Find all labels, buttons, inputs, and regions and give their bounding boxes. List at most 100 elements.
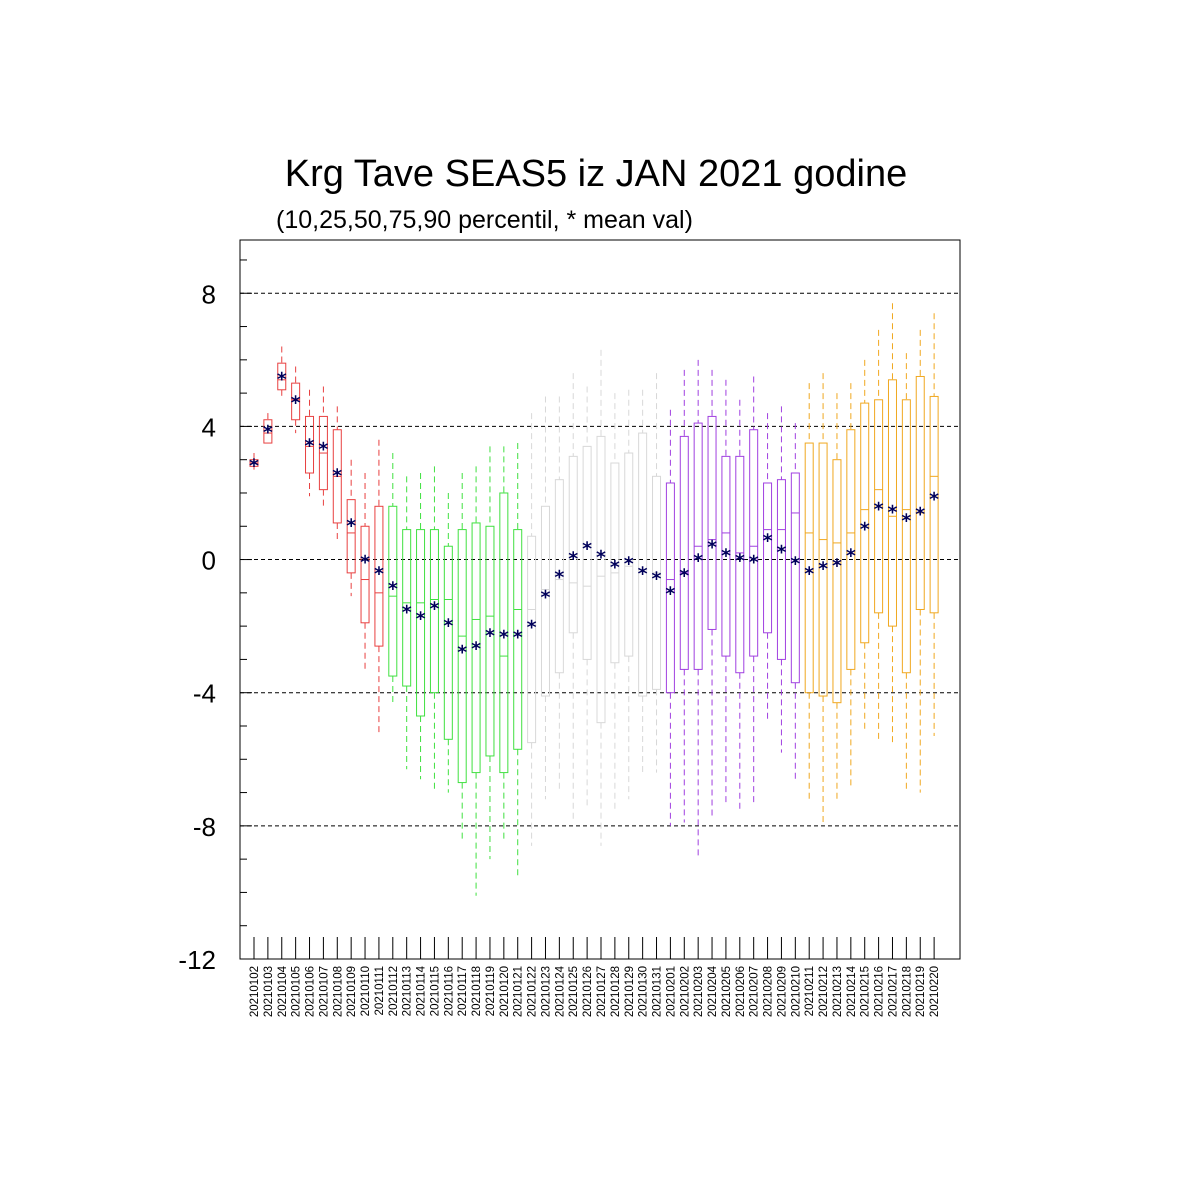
box-20210211 bbox=[804, 383, 814, 803]
mean-marker: * bbox=[790, 553, 800, 575]
box-20210210 bbox=[790, 423, 800, 780]
box-20210106 bbox=[305, 389, 315, 497]
mean-marker: * bbox=[804, 563, 814, 585]
mean-marker: * bbox=[901, 510, 911, 532]
mean-marker: * bbox=[443, 615, 453, 637]
box-20210218 bbox=[901, 353, 911, 790]
iqr-box bbox=[402, 529, 412, 687]
iqr-box bbox=[527, 535, 537, 744]
x-tick-label: 20210112 bbox=[388, 966, 400, 1016]
x-tick-label: 20210110 bbox=[360, 966, 372, 1016]
box-20210109 bbox=[346, 459, 356, 597]
iqr-box bbox=[554, 479, 564, 674]
box-20210104 bbox=[277, 346, 287, 397]
x-tick-label: 20210209 bbox=[776, 966, 788, 1017]
x-tick-label: 20210123 bbox=[540, 966, 552, 1017]
x-tick-label: 20210116 bbox=[443, 966, 455, 1016]
mean-marker: * bbox=[554, 567, 564, 589]
x-tick-label: 20210205 bbox=[721, 966, 733, 1017]
box-20210202 bbox=[679, 369, 689, 823]
box-20210125 bbox=[568, 373, 578, 820]
box-20210119 bbox=[485, 446, 495, 860]
x-tick-label: 20210129 bbox=[624, 966, 636, 1017]
x-tick-label: 20210121 bbox=[513, 966, 525, 1017]
box-series bbox=[249, 303, 939, 896]
box-20210118 bbox=[471, 466, 481, 896]
mean-marker: * bbox=[652, 568, 662, 590]
y-axis: 8 4 0 -4 -8 -12 bbox=[178, 259, 252, 975]
x-tick-label: 20210201 bbox=[665, 966, 677, 1017]
x-tick-label: 20210128 bbox=[610, 966, 622, 1017]
iqr-box bbox=[610, 462, 620, 664]
mean-marker: * bbox=[610, 557, 620, 579]
y-tick-label: -4 bbox=[193, 679, 216, 709]
gridlines bbox=[240, 292, 960, 827]
iqr-box bbox=[665, 482, 675, 694]
box-20210111 bbox=[374, 439, 384, 736]
x-tick-label: 20210102 bbox=[249, 966, 261, 1017]
iqr-box bbox=[568, 455, 578, 634]
mean-marker: * bbox=[818, 558, 828, 580]
x-tick-label: 20210130 bbox=[638, 966, 650, 1017]
y-tick-label: 8 bbox=[202, 279, 216, 309]
iqr-box bbox=[513, 529, 523, 750]
mean-marker: * bbox=[832, 555, 842, 577]
y-tick-label: 0 bbox=[202, 546, 216, 576]
box-20210107 bbox=[318, 386, 328, 510]
mean-marker: * bbox=[263, 422, 273, 444]
box-20210105 bbox=[291, 366, 301, 434]
x-tick-label: 20210103 bbox=[263, 966, 275, 1017]
mean-marker: * bbox=[291, 392, 301, 414]
iqr-box bbox=[499, 492, 509, 774]
iqr-box bbox=[846, 429, 856, 670]
x-tick-label: 20210125 bbox=[568, 966, 580, 1017]
x-tick-label: 20210105 bbox=[291, 966, 303, 1017]
box-20210216 bbox=[874, 329, 884, 743]
iqr-box bbox=[471, 522, 481, 774]
chart-subtitle: (10,25,50,75,90 percentil, * mean val) bbox=[276, 206, 693, 234]
box-20210209 bbox=[776, 406, 786, 753]
box-20210206 bbox=[735, 399, 745, 813]
iqr-box bbox=[388, 505, 398, 677]
x-axis: 20210102 20210103 20210104 20210105 20210106… bbox=[249, 937, 941, 1017]
mean-marker: * bbox=[457, 641, 467, 663]
box-20210121 bbox=[513, 443, 523, 880]
iqr-box bbox=[929, 395, 939, 614]
box-20210219 bbox=[915, 329, 925, 793]
box-20210220 bbox=[929, 313, 939, 736]
iqr-box bbox=[638, 432, 648, 697]
box-20210122 bbox=[527, 413, 537, 846]
box-20210128 bbox=[610, 393, 620, 813]
box-20210120 bbox=[499, 446, 509, 843]
x-tick-label: 20210126 bbox=[582, 966, 594, 1017]
mean-marker: * bbox=[332, 465, 342, 487]
box-20210130 bbox=[638, 389, 648, 773]
box-20210204 bbox=[707, 369, 717, 816]
iqr-box bbox=[652, 475, 662, 690]
x-tick-label: 20210220 bbox=[929, 966, 941, 1017]
box-20210207 bbox=[749, 376, 759, 806]
iqr-box bbox=[679, 435, 689, 670]
iqr-box bbox=[860, 402, 870, 644]
mean-marker: * bbox=[860, 518, 870, 540]
mean-markers: ***** ******* * *** ** * * **** * * * * * ***** * * ****… bbox=[249, 368, 939, 663]
mean-marker: * bbox=[416, 608, 426, 630]
box-20210126 bbox=[582, 386, 592, 810]
x-tick-label: 20210212 bbox=[818, 966, 830, 1017]
x-tick-label: 20210208 bbox=[763, 966, 775, 1017]
box-20210217 bbox=[887, 303, 897, 746]
box-20210112 bbox=[388, 453, 398, 707]
x-tick-label: 20210104 bbox=[277, 965, 289, 1017]
iqr-box bbox=[624, 452, 634, 657]
x-tick-label: 20210118 bbox=[471, 966, 483, 1016]
mean-marker: * bbox=[929, 488, 939, 510]
mean-marker: * bbox=[277, 368, 287, 390]
x-tick-label: 20210115 bbox=[429, 966, 441, 1016]
x-tick-label: 20210219 bbox=[915, 966, 927, 1017]
mean-marker: * bbox=[318, 438, 328, 460]
mean-marker: * bbox=[249, 455, 259, 477]
box-20210203 bbox=[693, 359, 703, 860]
iqr-box bbox=[277, 362, 287, 391]
box-20210127 bbox=[596, 349, 606, 846]
